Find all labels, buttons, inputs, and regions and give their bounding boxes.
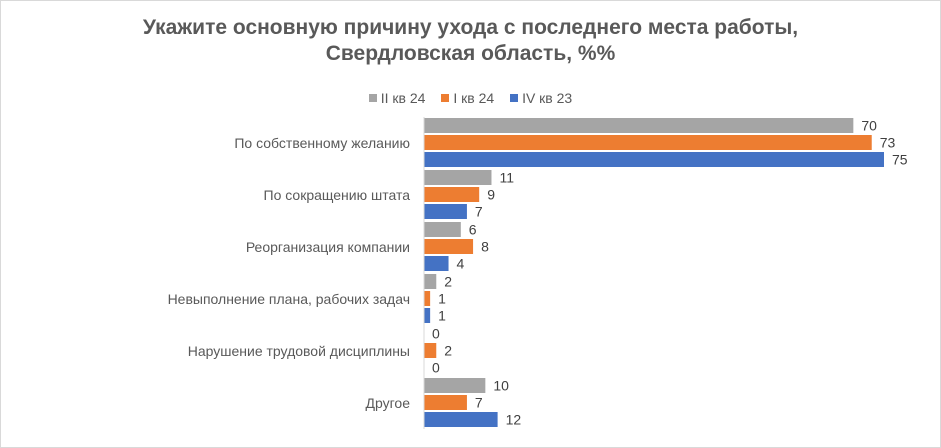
bar <box>424 274 437 289</box>
bar <box>424 395 467 410</box>
bar <box>424 239 474 254</box>
data-label: 2 <box>444 343 452 359</box>
data-label: 0 <box>432 360 440 376</box>
data-label: 4 <box>457 256 465 272</box>
legend-item-2: IV кв 23 <box>510 90 572 106</box>
legend-label-0: II кв 24 <box>380 90 426 106</box>
bar <box>424 187 480 202</box>
legend: II кв 24 I кв 24 IV кв 23 <box>0 89 941 106</box>
bar <box>424 308 431 323</box>
data-label: 75 <box>892 152 908 168</box>
bar <box>424 222 461 237</box>
title-line-2: Свердловская область, %% <box>325 42 616 65</box>
data-label: 1 <box>438 291 446 307</box>
category-label: Реорганизация компании <box>246 239 410 255</box>
data-label: 2 <box>444 274 452 290</box>
data-label: 7 <box>475 395 483 411</box>
bar <box>424 378 486 393</box>
bar <box>424 256 449 271</box>
legend-swatch-0 <box>368 94 377 102</box>
category-label: По сокращению штата <box>264 187 411 203</box>
category-label: По собственному желанию <box>234 135 410 151</box>
title-line-1: Укажите основную причину ухода с последн… <box>142 16 799 39</box>
bar <box>424 291 431 306</box>
bar <box>424 204 467 219</box>
bar <box>424 170 492 185</box>
data-label: 7 <box>475 204 483 220</box>
data-label: 9 <box>487 187 495 203</box>
data-label: 12 <box>506 412 522 428</box>
legend-item-1: I кв 24 <box>441 90 494 106</box>
data-label: 6 <box>469 222 477 238</box>
legend-swatch-1 <box>441 94 450 102</box>
category-label: Невыполнение плана, рабочих задач <box>168 291 410 307</box>
data-label: 70 <box>861 118 877 134</box>
legend-label-2: IV кв 23 <box>522 90 573 106</box>
data-label: 1 <box>438 308 446 324</box>
bar <box>424 135 872 150</box>
data-label: 73 <box>880 135 896 151</box>
legend-item-0: II кв 24 <box>368 90 426 106</box>
legend-label-1: I кв 24 <box>453 90 495 106</box>
data-label: 0 <box>432 326 440 342</box>
data-label: 8 <box>481 239 489 255</box>
data-label: 10 <box>493 378 509 394</box>
legend-swatch-2 <box>510 94 519 102</box>
bar <box>424 412 498 427</box>
bar <box>424 152 884 167</box>
category-label: Нарушение трудовой дисциплины <box>188 343 410 359</box>
category-label: Другое <box>366 395 411 411</box>
data-label: 11 <box>499 170 514 186</box>
bar <box>424 343 437 358</box>
bar <box>424 118 854 133</box>
chart-title: Укажите основную причину ухода с последн… <box>0 15 941 67</box>
